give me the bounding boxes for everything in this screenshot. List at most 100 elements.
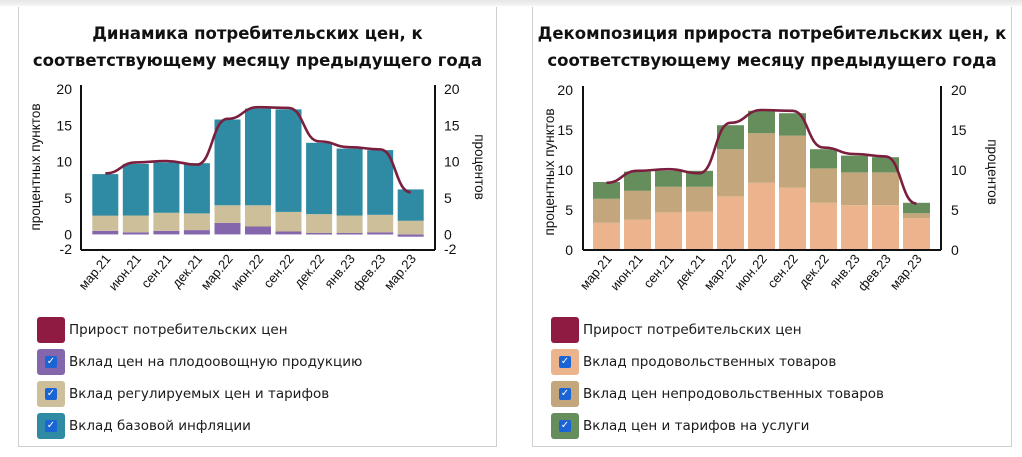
legend-item-regulated[interactable]: ✓ Вклад регулируемых цен и тарифов: [37, 381, 362, 407]
bar-segment[interactable]: [686, 211, 713, 250]
chart-title: Динамика потребительских цен, к соответс…: [19, 20, 496, 74]
bar-segment[interactable]: [367, 214, 394, 233]
checkbox-fruit-veg[interactable]: ✓: [45, 356, 57, 368]
bar-segment[interactable]: [717, 149, 744, 197]
bar-segment[interactable]: [841, 172, 868, 206]
y-axis-title-right: процентов: [985, 139, 1000, 205]
bar-segment[interactable]: [397, 234, 424, 237]
bar-segment[interactable]: [903, 213, 930, 218]
y-axis-left: 20 15 10 5 0: [557, 82, 573, 258]
bar-segment[interactable]: [306, 214, 333, 233]
bar-segment[interactable]: [810, 149, 837, 169]
bar-segment[interactable]: [245, 108, 271, 206]
legend-item-food[interactable]: ✓ Вклад продовольственных товаров: [551, 349, 884, 375]
bar-segment[interactable]: [245, 205, 271, 227]
bar-segment[interactable]: [779, 135, 806, 188]
checkbox-food[interactable]: ✓: [559, 356, 571, 368]
y-tick-label-right: 15: [444, 117, 460, 133]
chart-title-line1: Динамика потребительских цен, к: [92, 24, 423, 43]
bar-segment[interactable]: [92, 215, 119, 231]
y-tick-label: 15: [56, 117, 72, 133]
checkbox-services[interactable]: ✓: [559, 420, 571, 432]
bar-segment[interactable]: [336, 215, 363, 234]
legend-item-fruit-veg[interactable]: ✓ Вклад цен на плодоовощную продукцию: [37, 349, 362, 375]
cpi-line: [606, 108, 917, 205]
bar-segment[interactable]: [397, 189, 424, 221]
bar-segment[interactable]: [655, 170, 682, 187]
bar-segment[interactable]: [593, 198, 620, 223]
bar-segment[interactable]: [183, 163, 210, 214]
y-tick-label: 15: [557, 122, 573, 138]
bar-segment[interactable]: [92, 230, 119, 235]
bar-segment[interactable]: [122, 163, 149, 216]
bar-segment[interactable]: [748, 182, 775, 250]
bar-segment[interactable]: [92, 174, 119, 216]
bar-segment[interactable]: [748, 133, 775, 183]
bar-segment[interactable]: [214, 205, 241, 223]
checkbox-regulated[interactable]: ✓: [45, 388, 57, 400]
bar-segment[interactable]: [275, 211, 302, 232]
y-axis-title-right: процентов: [472, 134, 487, 200]
bar-segment[interactable]: [183, 230, 210, 235]
bar-segment[interactable]: [183, 213, 210, 231]
bar-segment[interactable]: [624, 219, 651, 250]
bar-segment[interactable]: [122, 215, 149, 233]
bar-segment[interactable]: [275, 231, 302, 235]
checkbox-core[interactable]: ✓: [45, 420, 57, 432]
bar-segment[interactable]: [306, 142, 333, 215]
bars: [593, 110, 930, 250]
bar-segment[interactable]: [397, 220, 424, 235]
bar-segment[interactable]: [779, 113, 806, 136]
bar-segment[interactable]: [810, 202, 837, 250]
bar-segment[interactable]: [336, 233, 363, 235]
legend-item-services[interactable]: ✓ Вклад цен и тарифов на услуги: [551, 413, 884, 439]
bar-segment[interactable]: [655, 212, 682, 250]
bar-segment[interactable]: [593, 222, 620, 250]
x-tick-label: мар.23: [887, 251, 925, 292]
bar-segment[interactable]: [810, 168, 837, 203]
legend: Прирост потребительских цен ✓ Вклад цен …: [37, 317, 362, 445]
bar-segment[interactable]: [841, 155, 868, 173]
bar-segment[interactable]: [367, 232, 394, 235]
bar-segment[interactable]: [214, 222, 241, 235]
cpi-decomposition-panel: Декомпозиция прироста потребительских це…: [532, 7, 1012, 447]
fruit-veg-swatch: ✓: [37, 349, 65, 375]
bar-segment[interactable]: [245, 226, 271, 235]
bar-segment[interactable]: [872, 205, 899, 250]
top-bar: [0, 0, 1022, 6]
bar-segment[interactable]: [903, 218, 930, 250]
bar-segment[interactable]: [655, 186, 682, 213]
bar-segment[interactable]: [153, 212, 180, 231]
bar-segment[interactable]: [275, 109, 302, 212]
cpi-line: [105, 105, 412, 194]
bar-segment[interactable]: [624, 190, 651, 220]
axes-frame: [582, 86, 942, 251]
bar-segment[interactable]: [717, 196, 744, 250]
bar-segment[interactable]: [748, 110, 775, 134]
cpi-line-path[interactable]: [105, 105, 412, 194]
bar-segment[interactable]: [336, 148, 363, 216]
bar-segment[interactable]: [153, 230, 180, 235]
bar-segment[interactable]: [686, 170, 713, 187]
x-axis: мар.21июн.21сен.21дек.21мар.22июн.22сен.…: [577, 251, 925, 294]
bar-segment[interactable]: [214, 119, 241, 206]
bar-segment[interactable]: [306, 233, 333, 235]
bar-segment[interactable]: [903, 202, 930, 214]
bar-segment[interactable]: [624, 171, 651, 191]
bar-segment[interactable]: [686, 186, 713, 212]
bar-segment[interactable]: [779, 187, 806, 250]
bar-segment[interactable]: [872, 172, 899, 206]
x-tick-label: июн.22: [731, 251, 770, 293]
checkbox-nonfood[interactable]: ✓: [559, 388, 571, 400]
bar-segment[interactable]: [841, 205, 868, 250]
cpi-line-path[interactable]: [606, 108, 917, 205]
bar-segment[interactable]: [153, 162, 180, 213]
bar-segment[interactable]: [593, 182, 620, 199]
legend-item-nonfood[interactable]: ✓ Вклад цен непродовольственных товаров: [551, 381, 884, 407]
bar-segment[interactable]: [122, 232, 149, 235]
y-axis-right: 20 15 10 5 0: [951, 82, 967, 258]
bar-segment[interactable]: [367, 150, 394, 215]
legend-item-core[interactable]: ✓ Вклад базовой инфляции: [37, 413, 362, 439]
y-tick-label: 5: [64, 190, 72, 206]
